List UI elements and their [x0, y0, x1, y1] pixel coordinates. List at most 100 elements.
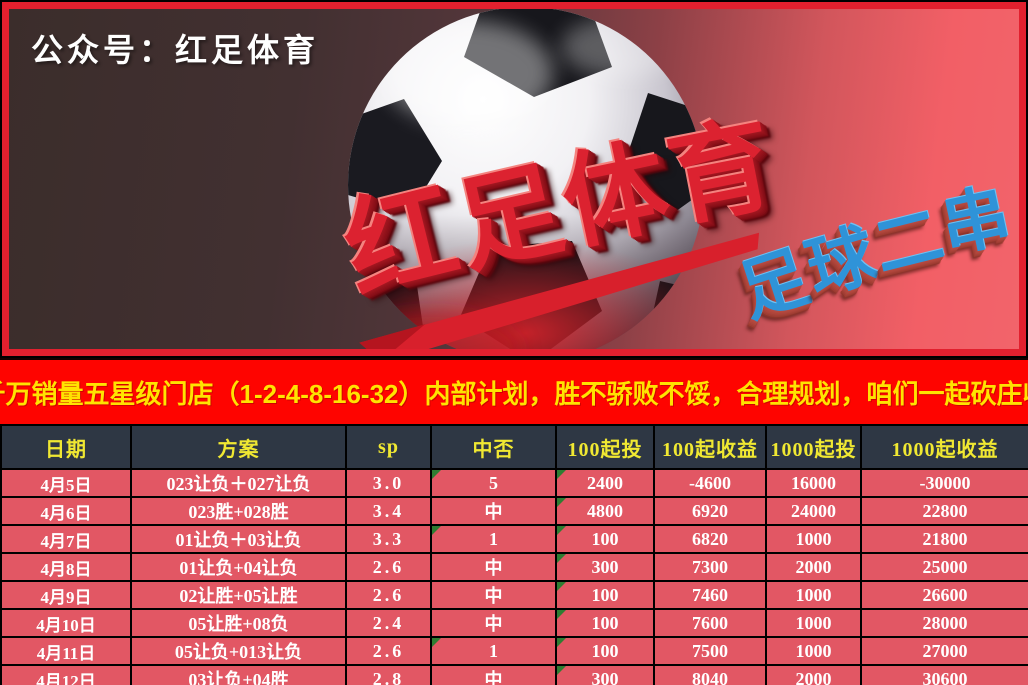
cell-note-marker-icon	[558, 527, 566, 535]
cell-sp: 2.8	[345, 664, 432, 685]
cell-date: 4月12日	[0, 664, 132, 685]
cell-plan: 01让负+04让负	[130, 552, 347, 582]
cell-result: 中	[430, 580, 557, 610]
header-result: 中否	[430, 424, 557, 470]
table-header: 日期 方案 sp 中否 100起投 100起收益 1000起投 1000起收益	[0, 424, 1028, 470]
soccer-ball-icon	[348, 9, 704, 349]
cell-invest1000: 24000	[765, 496, 862, 526]
cell-profit100: -4600	[653, 468, 767, 498]
cell-note-marker-icon	[433, 639, 441, 647]
cell-result: 1	[430, 636, 557, 666]
table-row: 4月12日 03让负+04胜 2.8 中 300 8040 2000 30600	[0, 664, 1028, 685]
cell-note-marker-icon	[558, 583, 566, 591]
results-table: 日期 方案 sp 中否 100起投 100起收益 1000起投 1000起收益 …	[0, 424, 1028, 685]
cell-invest1000: 1000	[765, 608, 862, 638]
cell-date: 4月6日	[0, 496, 132, 526]
cell-plan: 023胜+028胜	[130, 496, 347, 526]
header-plan: 方案	[130, 424, 347, 470]
cell-date: 4月10日	[0, 608, 132, 638]
cell-invest100: 300	[555, 664, 655, 685]
cell-profit100: 7300	[653, 552, 767, 582]
cell-note-marker-icon	[433, 471, 441, 479]
cell-invest1000: 1000	[765, 636, 862, 666]
header-invest1000: 1000起投	[765, 424, 862, 470]
header-invest100: 100起投	[555, 424, 655, 470]
cell-invest1000: 2000	[765, 552, 862, 582]
cell-invest100: 300	[555, 552, 655, 582]
cell-plan: 05让负+013让负	[130, 636, 347, 666]
cell-profit100: 7460	[653, 580, 767, 610]
table-body: 4月5日 023让负＋027让负 3.0 5 2400 -4600 16000 …	[0, 468, 1028, 685]
cell-invest1000: 1000	[765, 524, 862, 554]
cell-profit100: 8040	[653, 664, 767, 685]
cell-profit1000: 26600	[860, 580, 1028, 610]
cell-sp: 2.4	[345, 608, 432, 638]
cell-plan: 05让胜+08负	[130, 608, 347, 638]
cell-sp: 3.3	[345, 524, 432, 554]
cell-invest100: 100	[555, 580, 655, 610]
results-table-area: 日期 方案 sp 中否 100起投 100起收益 1000起投 1000起收益 …	[0, 424, 1028, 685]
cell-date: 4月5日	[0, 468, 132, 498]
cell-plan: 01让负＋03让负	[130, 524, 347, 554]
cell-result: 中	[430, 608, 557, 638]
official-account-label: 公众号：红足体育	[31, 32, 320, 68]
cell-invest1000: 16000	[765, 468, 862, 498]
cell-invest100: 4800	[555, 496, 655, 526]
table-row: 4月11日 05让负+013让负 2.6 1 100 7500 1000 270…	[0, 636, 1028, 666]
swoosh-underline	[359, 232, 760, 349]
cell-note-marker-icon	[558, 499, 566, 507]
cell-result: 中	[430, 664, 557, 685]
cell-profit100: 7500	[653, 636, 767, 666]
cell-profit1000: -30000	[860, 468, 1028, 498]
header-profit1000: 1000起收益	[860, 424, 1028, 470]
cell-sp: 3.0	[345, 468, 432, 498]
cell-invest100: 2400	[555, 468, 655, 498]
header-profit100: 100起收益	[653, 424, 767, 470]
cell-note-marker-icon	[558, 667, 566, 675]
cell-result: 1	[430, 524, 557, 554]
cell-date: 4月7日	[0, 524, 132, 554]
cell-note-marker-icon	[433, 527, 441, 535]
header-sp: sp	[345, 424, 432, 470]
table-row: 4月7日 01让负＋03让负 3.3 1 100 6820 1000 21800	[0, 524, 1028, 554]
cell-result: 中	[430, 496, 557, 526]
header-row: 日期 方案 sp 中否 100起投 100起收益 1000起投 1000起收益	[0, 424, 1028, 470]
cell-plan: 023让负＋027让负	[130, 468, 347, 498]
cell-invest1000: 2000	[765, 664, 862, 685]
cell-profit1000: 21800	[860, 524, 1028, 554]
cell-invest100: 100	[555, 524, 655, 554]
cell-invest100: 100	[555, 636, 655, 666]
table-row: 4月8日 01让负+04让负 2.6 中 300 7300 2000 25000	[0, 552, 1028, 582]
cell-profit1000: 30600	[860, 664, 1028, 685]
cell-profit1000: 27000	[860, 636, 1028, 666]
table-row: 4月10日 05让胜+08负 2.4 中 100 7600 1000 28000	[0, 608, 1028, 638]
cell-profit100: 7600	[653, 608, 767, 638]
cell-invest100: 100	[555, 608, 655, 638]
cell-plan: 02让胜+05让胜	[130, 580, 347, 610]
cell-profit100: 6920	[653, 496, 767, 526]
cell-result: 5	[430, 468, 557, 498]
cell-note-marker-icon	[558, 639, 566, 647]
cell-sp: 2.6	[345, 636, 432, 666]
cell-note-marker-icon	[558, 611, 566, 619]
cell-date: 4月11日	[0, 636, 132, 666]
table-row: 4月9日 02让胜+05让胜 2.6 中 100 7460 1000 26600	[0, 580, 1028, 610]
promo-banner-strip: 月千万销量五星级门店（1-2-4-8-16-32）内部计划，胜不骄败不馁，合理规…	[0, 358, 1028, 424]
brand-title-3d: 红足体育	[333, 96, 899, 349]
promo-text: 月千万销量五星级门店（1-2-4-8-16-32）内部计划，胜不骄败不馁，合理规…	[0, 378, 1028, 409]
cell-plan: 03让负+04胜	[130, 664, 347, 685]
cell-profit1000: 25000	[860, 552, 1028, 582]
cell-profit1000: 28000	[860, 608, 1028, 638]
cell-sp: 3.4	[345, 496, 432, 526]
cell-sp: 2.6	[345, 580, 432, 610]
cell-note-marker-icon	[558, 471, 566, 479]
cell-date: 4月9日	[0, 580, 132, 610]
cell-profit100: 6820	[653, 524, 767, 554]
cell-date: 4月8日	[0, 552, 132, 582]
cell-note-marker-icon	[558, 555, 566, 563]
table-row: 4月6日 023胜+028胜 3.4 中 4800 6920 24000 228…	[0, 496, 1028, 526]
table-row: 4月5日 023让负＋027让负 3.0 5 2400 -4600 16000 …	[0, 468, 1028, 498]
banner: 公众号：红足体育	[2, 2, 1026, 356]
cell-profit1000: 22800	[860, 496, 1028, 526]
